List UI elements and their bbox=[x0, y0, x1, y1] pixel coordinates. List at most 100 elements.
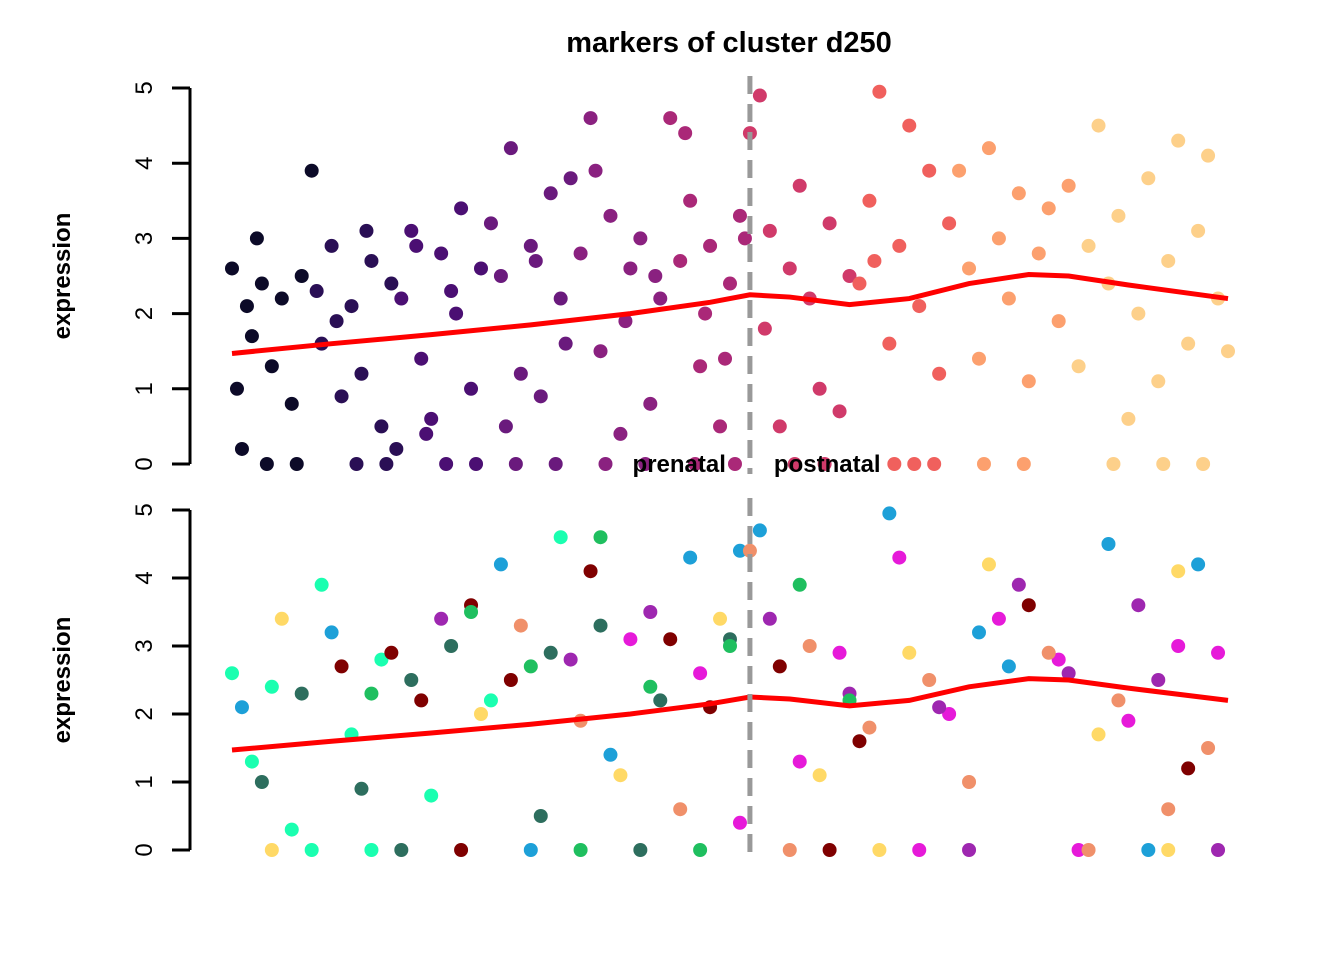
point bbox=[927, 457, 942, 471]
point bbox=[364, 843, 379, 857]
point bbox=[962, 843, 977, 857]
point bbox=[812, 768, 827, 783]
point bbox=[264, 359, 279, 374]
point bbox=[503, 673, 518, 687]
point bbox=[543, 645, 558, 660]
point bbox=[678, 126, 693, 141]
point bbox=[1111, 693, 1126, 708]
point bbox=[683, 193, 698, 208]
y-tick-label: 3 bbox=[131, 639, 158, 652]
point bbox=[952, 163, 967, 178]
point bbox=[912, 299, 927, 314]
point bbox=[329, 314, 344, 329]
point bbox=[1181, 761, 1196, 776]
point bbox=[932, 700, 947, 715]
point bbox=[922, 163, 937, 178]
point bbox=[922, 673, 937, 687]
point bbox=[404, 673, 419, 687]
point bbox=[752, 523, 767, 538]
point bbox=[1196, 457, 1211, 471]
point bbox=[334, 659, 349, 674]
y-axis-label: expression bbox=[49, 213, 76, 340]
point bbox=[912, 843, 927, 857]
point bbox=[598, 457, 613, 471]
point bbox=[244, 329, 259, 344]
point bbox=[389, 441, 404, 456]
trend-line bbox=[231, 676, 1229, 753]
point bbox=[1161, 802, 1176, 817]
point bbox=[354, 781, 369, 796]
y-tick-label: 0 bbox=[131, 843, 158, 856]
point bbox=[643, 396, 658, 411]
point bbox=[553, 530, 568, 545]
point bbox=[1071, 843, 1086, 857]
point bbox=[638, 457, 653, 471]
point bbox=[972, 625, 986, 640]
point bbox=[633, 231, 648, 246]
point bbox=[942, 707, 957, 721]
point bbox=[772, 659, 787, 674]
y-tick-label: 1 bbox=[131, 775, 158, 788]
chart-title: markers of cluster d250 bbox=[566, 27, 892, 59]
point bbox=[1061, 178, 1076, 193]
point bbox=[942, 216, 957, 231]
point bbox=[264, 843, 279, 857]
point bbox=[762, 611, 777, 626]
point bbox=[742, 543, 757, 558]
point bbox=[1171, 639, 1186, 653]
point bbox=[1111, 208, 1126, 223]
point bbox=[229, 381, 244, 396]
point bbox=[444, 284, 459, 299]
point bbox=[663, 632, 678, 647]
point bbox=[852, 734, 867, 749]
point bbox=[474, 261, 488, 276]
point bbox=[713, 419, 728, 434]
annotation: prenatal bbox=[633, 451, 726, 478]
point bbox=[1101, 537, 1116, 551]
point bbox=[394, 843, 409, 857]
point bbox=[583, 111, 598, 126]
point bbox=[613, 768, 628, 783]
point bbox=[513, 366, 528, 381]
point bbox=[533, 809, 548, 823]
point bbox=[1141, 171, 1156, 186]
y-tick-label: 4 bbox=[131, 157, 158, 170]
point bbox=[454, 843, 469, 857]
point bbox=[493, 269, 508, 283]
point bbox=[703, 238, 718, 253]
y-tick-label: 5 bbox=[131, 503, 158, 516]
point bbox=[792, 577, 807, 592]
point bbox=[757, 321, 772, 336]
point bbox=[1221, 344, 1235, 359]
point bbox=[324, 625, 339, 640]
point bbox=[892, 238, 907, 253]
point bbox=[533, 389, 548, 404]
point bbox=[225, 261, 239, 276]
point bbox=[882, 506, 897, 521]
point bbox=[284, 396, 299, 411]
y-tick-label: 0 bbox=[131, 457, 158, 470]
point bbox=[1131, 306, 1146, 321]
point bbox=[434, 246, 449, 261]
point bbox=[234, 441, 249, 456]
point bbox=[374, 419, 389, 434]
point bbox=[244, 754, 259, 769]
point bbox=[618, 314, 633, 329]
point bbox=[404, 223, 419, 238]
point bbox=[643, 605, 658, 619]
point bbox=[673, 802, 688, 817]
point bbox=[643, 679, 658, 694]
point bbox=[902, 118, 917, 133]
point bbox=[653, 291, 668, 306]
point bbox=[314, 577, 329, 592]
point bbox=[439, 457, 454, 471]
point bbox=[1041, 645, 1056, 660]
point bbox=[623, 632, 638, 647]
point bbox=[1011, 577, 1026, 592]
point bbox=[1081, 843, 1096, 857]
y-axis-label: expression bbox=[49, 617, 76, 744]
point bbox=[558, 336, 573, 351]
point bbox=[354, 366, 369, 381]
point bbox=[1156, 457, 1171, 471]
